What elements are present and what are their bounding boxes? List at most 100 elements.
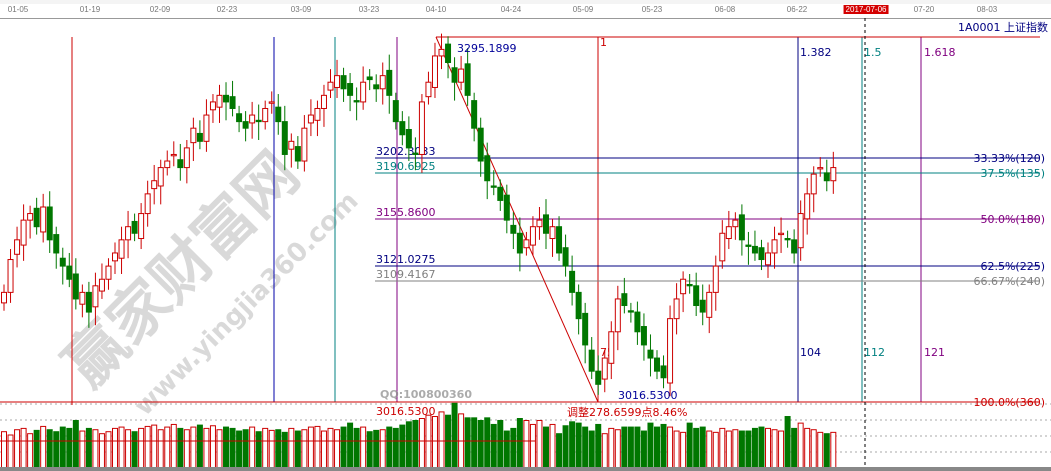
date-label: 04-24 (500, 5, 522, 14)
volume-bar (236, 430, 243, 469)
fib-price-label: 3121.0275 (376, 253, 436, 266)
fib-percent-label: 100.0%(360) (973, 396, 1045, 409)
candle-body (451, 67, 458, 83)
volume-bar (693, 427, 700, 469)
candle-body (275, 106, 282, 123)
volume-bar (118, 426, 125, 469)
volume-bar (209, 425, 216, 469)
candle-body (549, 226, 556, 240)
candle-body (627, 310, 634, 313)
candle-body (654, 357, 660, 372)
volume-bar (72, 419, 79, 469)
candle-body (144, 193, 151, 215)
volume-bar (588, 430, 595, 469)
volume-bar (281, 431, 288, 469)
candle-body (523, 239, 530, 249)
candle-body (497, 186, 504, 201)
candle-body (366, 76, 373, 81)
candle-body (738, 214, 745, 241)
volume-bar (503, 430, 510, 469)
time-zone-label: 1.382 (800, 46, 832, 59)
candle-body (438, 48, 445, 57)
trend-line (435, 36, 599, 403)
date-label: 04-10 (425, 5, 447, 14)
candle-body (66, 265, 73, 280)
candle-body (157, 167, 164, 187)
volume-bar (673, 430, 680, 469)
candle-body (791, 239, 798, 254)
candle-body (765, 252, 772, 266)
candle-body (712, 265, 719, 293)
candle-body (556, 226, 563, 254)
volume-bar (523, 419, 530, 469)
date-label: 07-20 (913, 5, 935, 14)
volume-bar (771, 429, 778, 469)
volume-bar (40, 425, 47, 469)
volume-bar (471, 417, 478, 469)
volume-bar (14, 429, 21, 469)
date-label: 06-22 (786, 5, 808, 14)
qq-watermark: QQ:100800360 (380, 388, 472, 401)
volume-bar (229, 427, 236, 469)
candle-body (660, 365, 667, 379)
candle-body (392, 100, 399, 123)
volume-bar (418, 418, 425, 469)
candle-body (27, 213, 34, 221)
candle-body (608, 331, 615, 364)
candle-body (242, 121, 249, 129)
candle-body (562, 247, 569, 267)
candle-body (98, 278, 105, 292)
candle-body (236, 113, 243, 123)
candle-body (373, 84, 380, 90)
volume-bar (438, 411, 445, 469)
candle-body (830, 167, 837, 182)
volume-bar (784, 416, 791, 469)
candle-body (118, 239, 125, 259)
candle-body (40, 206, 47, 233)
time-zone-label: 1.618 (924, 46, 956, 59)
volume-bar (98, 433, 105, 469)
candle-body (529, 226, 536, 246)
candle-body (719, 232, 726, 262)
volume-bar (791, 427, 798, 469)
candle-body (614, 298, 621, 333)
candle-body (745, 244, 752, 247)
candle-body (582, 312, 589, 346)
candle-body (503, 194, 510, 221)
candle-body (216, 94, 223, 108)
volume-bar (732, 429, 739, 469)
volume-bar (157, 429, 164, 469)
volume-bar (667, 426, 674, 469)
time-zone-count: 104 (800, 346, 821, 359)
volume-bar (405, 421, 412, 469)
horizontal-scrollbar[interactable] (0, 467, 1051, 471)
volume-bar (634, 426, 641, 469)
volume-bar (601, 433, 608, 469)
candle-body (131, 220, 138, 234)
volume-bar (542, 426, 549, 469)
candle-body (778, 232, 785, 236)
candle-body (386, 69, 393, 96)
candle-body (112, 252, 119, 262)
candle-body (823, 172, 830, 182)
candle-body (405, 129, 412, 149)
volume-bar (170, 423, 177, 469)
time-zone-count: 112 (864, 346, 885, 359)
volume-bar (138, 427, 145, 469)
candle-body (595, 370, 602, 385)
volume-bar (340, 426, 347, 469)
volume-bar (223, 426, 230, 469)
candle-body (464, 63, 471, 96)
volume-bar (699, 426, 706, 469)
candle-body (138, 213, 145, 240)
volume-bar (151, 424, 158, 469)
volume-bar (327, 427, 334, 469)
candle-body (634, 311, 641, 333)
candle-body (680, 278, 687, 295)
volume-bar (582, 426, 589, 469)
candle-body (425, 81, 432, 98)
fib-percent-label: 66.67%(240) (973, 275, 1045, 288)
volume-bar (412, 419, 419, 469)
candle-body (418, 101, 425, 155)
